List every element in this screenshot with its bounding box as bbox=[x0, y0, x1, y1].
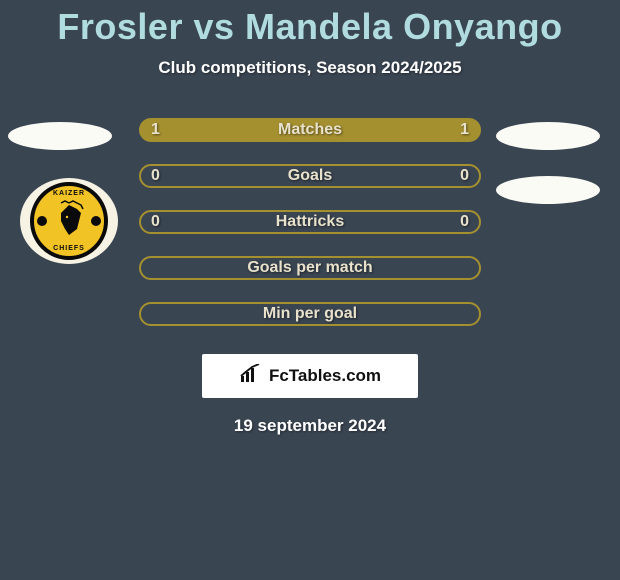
stat-value-right: 1 bbox=[460, 121, 469, 139]
stat-value-right: 0 bbox=[460, 213, 469, 231]
stat-value-right: 0 bbox=[460, 167, 469, 185]
stat-label: Goals per match bbox=[141, 259, 479, 277]
stat-label: Matches bbox=[141, 121, 479, 139]
stats-container: Matches11Goals00Hattricks00Goals per mat… bbox=[0, 118, 620, 348]
player-a-name: Frosler bbox=[57, 6, 183, 47]
branding-text: FcTables.com bbox=[269, 366, 381, 386]
stat-value-left: 0 bbox=[151, 213, 160, 231]
stat-row-min-per-goal: Min per goal bbox=[139, 302, 481, 326]
stat-label: Hattricks bbox=[141, 213, 479, 231]
page-title: Frosler vs Mandela Onyango bbox=[0, 0, 620, 48]
branding-box: FcTables.com bbox=[202, 354, 418, 398]
chart-icon bbox=[239, 364, 263, 389]
date-text: 19 september 2024 bbox=[0, 416, 620, 436]
stat-row-hattricks: Hattricks0 0 bbox=[139, 210, 481, 234]
stat-label: Min per goal bbox=[141, 305, 479, 323]
stat-row-goals-per-match: Goals per match bbox=[139, 256, 481, 280]
stat-row-matches: Matches1 1 bbox=[139, 118, 481, 142]
stat-row-goals: Goals0 0 bbox=[139, 164, 481, 188]
stat-value-left: 1 bbox=[151, 121, 160, 139]
subtitle: Club competitions, Season 2024/2025 bbox=[0, 58, 620, 78]
vs-text: vs bbox=[193, 6, 234, 47]
stat-value-left: 0 bbox=[151, 167, 160, 185]
player-b-name: Mandela Onyango bbox=[245, 6, 563, 47]
stat-label: Goals bbox=[141, 167, 479, 185]
